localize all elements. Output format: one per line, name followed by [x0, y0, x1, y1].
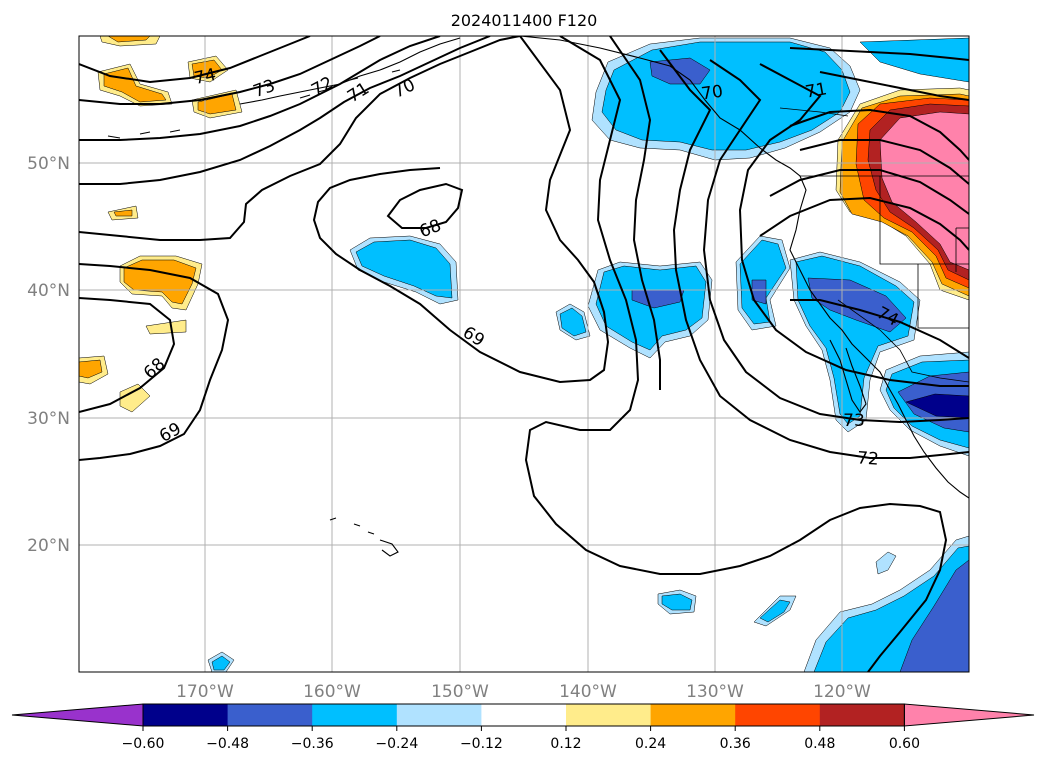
latitude-labels: 50°N 40°N 30°N 20°N — [27, 154, 70, 556]
anomaly-fill — [79, 359, 103, 379]
colorbar-segment — [481, 704, 567, 726]
anomaly-fill — [119, 383, 151, 413]
colorbar-frame — [142, 703, 905, 727]
colorbar-tick-label: 0.48 — [804, 736, 835, 752]
colorbar-tick-label: −0.60 — [122, 736, 165, 752]
lon-label: 120°W — [813, 682, 871, 702]
anomaly-fill — [123, 259, 197, 305]
lat-label: 30°N — [27, 409, 70, 429]
anomaly-fill — [859, 37, 969, 83]
colorbar-tick-label: 0.60 — [889, 736, 920, 752]
colorbar-tick-label: 0.36 — [720, 736, 751, 752]
contour-label: 72 — [856, 448, 879, 469]
lat-label: 40°N — [27, 281, 70, 301]
anomaly-fill — [191, 59, 223, 79]
colorbar-tick-label: −0.36 — [291, 736, 334, 752]
lon-label: 150°W — [431, 682, 489, 702]
northeast-negative-anomaly — [859, 37, 969, 83]
colorbar-tick-label: 0.24 — [635, 736, 666, 752]
height-contours — [79, 36, 969, 672]
colorbar-tick-label: −0.48 — [206, 736, 249, 752]
map-frame — [78, 35, 970, 673]
longitude-labels: 170°W 160°W 150°W 140°W 130°W 120°W — [176, 682, 871, 702]
anomaly-fill — [211, 655, 231, 671]
coastlines — [107, 36, 969, 557]
colorbar-tick-label: −0.12 — [460, 736, 503, 752]
colorbar-tick-label: 0.12 — [550, 736, 581, 752]
anomaly-fill — [905, 393, 969, 419]
colorbar-segment — [143, 704, 229, 726]
colorbar-extend-high — [903, 703, 1035, 727]
anomaly-fill — [875, 551, 897, 575]
lat-label: 20°N — [27, 536, 70, 556]
lon-label: 160°W — [303, 682, 361, 702]
map-panel: 74 73 72 71 70 70 71 68 69 68 69 74 73 7… — [27, 35, 970, 702]
colorbar-segment — [312, 704, 398, 726]
lon-label: 140°W — [559, 682, 617, 702]
map-background — [79, 36, 969, 672]
tropical-negative-anomaly — [207, 535, 969, 672]
western-us-negative-anomaly — [735, 235, 921, 433]
lon-label: 170°W — [176, 682, 234, 702]
anomaly-fill — [113, 209, 133, 217]
anomaly-fill — [559, 307, 587, 337]
colorbar-segment — [566, 704, 652, 726]
anomaly-fill — [355, 239, 453, 299]
colorbar-segment — [735, 704, 821, 726]
colorbar-segment — [227, 704, 313, 726]
anomaly-fill — [107, 36, 151, 43]
colorbar-segment — [396, 704, 482, 726]
contour-label: 74 — [193, 65, 218, 89]
lat-label: 50°N — [27, 154, 70, 174]
figure-title: 2024011400 F120 — [451, 11, 598, 30]
anomaly-fill — [661, 593, 693, 611]
contour-label: 73 — [843, 411, 865, 431]
colorbar-tick-label: −0.24 — [375, 736, 418, 752]
contour-label: 70 — [700, 82, 724, 105]
central-pacific-negative-anomaly — [349, 235, 459, 305]
contour-label: 71 — [804, 79, 829, 102]
lon-label: 130°W — [686, 682, 744, 702]
colorbar-segment — [650, 704, 736, 726]
anomaly-fill — [145, 319, 187, 335]
colorbar: −0.60 −0.48 −0.36 −0.24 −0.12 0.12 0.24 0.36 0.4… — [11, 703, 1035, 752]
gulf-of-alaska-negative-anomaly — [591, 37, 861, 161]
anomaly-fill — [759, 599, 791, 623]
anomaly-fill — [899, 559, 969, 672]
colorbar-segment — [819, 704, 905, 726]
graticule — [79, 36, 969, 672]
colorbar-extend-low — [11, 703, 144, 727]
